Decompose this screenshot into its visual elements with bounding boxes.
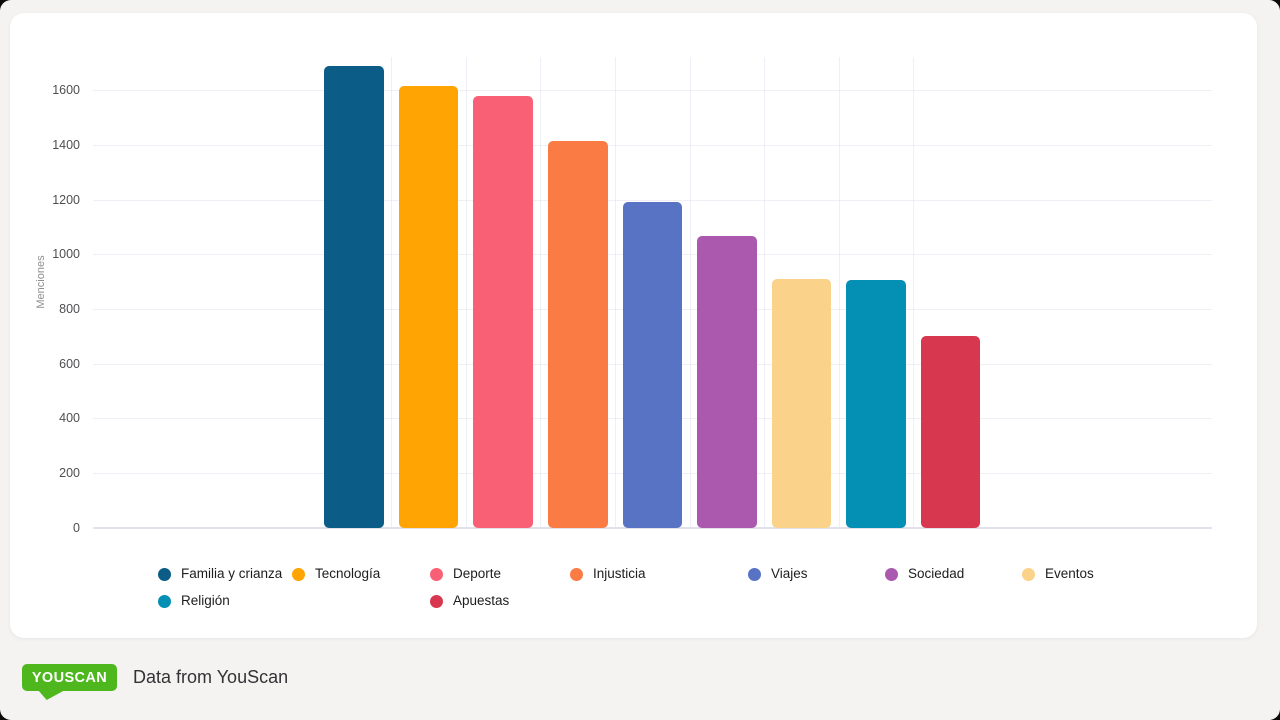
legend-label-religion: Religión: [181, 593, 230, 608]
bar-deporte[interactable]: [473, 95, 533, 528]
bar-familia-y-crianza[interactable]: [324, 65, 384, 528]
gridline-1600: [93, 90, 1212, 92]
y-axis-title: Menciones: [35, 255, 47, 309]
bar-eventos[interactable]: [771, 278, 832, 528]
y-tick-1600: 1600: [52, 83, 80, 98]
category-divider: [913, 57, 915, 528]
legend-dot-deporte-icon: [430, 567, 443, 581]
legend-label-familia-y-crianza: Familia y crianza: [181, 566, 283, 581]
gridline-1400: [93, 144, 1212, 146]
category-divider: [838, 57, 840, 528]
legend-item-deporte[interactable]: Deporte: [430, 566, 501, 582]
category-divider: [391, 57, 393, 528]
category-divider: [540, 57, 542, 528]
legend-item-tecnologia[interactable]: Tecnología: [292, 566, 380, 582]
youscan-logo-tail-icon: [38, 690, 65, 700]
bar-sociedad[interactable]: [697, 235, 757, 528]
legend-dot-familia-y-crianza-icon: [158, 567, 171, 581]
legend-dot-eventos-icon: [1022, 567, 1035, 581]
legend-label-eventos: Eventos: [1045, 566, 1094, 581]
legend-item-apuestas[interactable]: Apuestas: [430, 593, 509, 609]
legend-dot-religion-icon: [158, 594, 171, 608]
legend-dot-injusticia-icon: [570, 567, 583, 581]
legend-label-injusticia: Injusticia: [593, 566, 646, 581]
gridline-1200: [93, 199, 1212, 201]
legend-label-viajes: Viajes: [771, 566, 808, 581]
legend-label-deporte: Deporte: [453, 566, 502, 581]
y-tick-0: 0: [73, 520, 80, 535]
legend-item-religion[interactable]: Religión: [158, 593, 230, 609]
legend-item-sociedad[interactable]: Sociedad: [885, 566, 964, 582]
legend-label-sociedad: Sociedad: [908, 566, 965, 581]
bar-viajes[interactable]: [622, 202, 683, 528]
legend-dot-sociedad-icon: [885, 567, 898, 581]
y-tick-400: 400: [59, 411, 80, 426]
y-tick-1400: 1400: [52, 137, 80, 152]
legend-label-apuestas: Apuestas: [453, 593, 510, 608]
bar-apuestas[interactable]: [920, 336, 981, 528]
y-tick-600: 600: [59, 356, 80, 371]
bar-tecnologia[interactable]: [398, 86, 459, 528]
legend-item-viajes[interactable]: Viajes: [748, 566, 808, 582]
bar-injusticia[interactable]: [548, 140, 608, 528]
y-tick-800: 800: [59, 301, 80, 316]
legend-dot-viajes-icon: [748, 567, 761, 581]
legend-item-eventos[interactable]: Eventos: [1022, 566, 1094, 582]
youscan-logo-text: YOUSCAN: [31, 669, 108, 686]
category-divider: [764, 57, 766, 528]
y-tick-1200: 1200: [52, 192, 80, 207]
legend-item-familia-y-crianza[interactable]: Familia y crianza: [158, 566, 282, 582]
y-tick-1000: 1000: [52, 247, 80, 262]
legend-item-injusticia[interactable]: Injusticia: [570, 566, 646, 582]
category-divider: [615, 57, 617, 528]
footer-caption: Data from YouScan: [133, 667, 289, 687]
youscan-logo[interactable]: YOUSCAN: [22, 664, 117, 691]
legend-dot-tecnologia-icon: [292, 567, 305, 581]
y-tick-200: 200: [59, 466, 80, 480]
category-divider: [465, 57, 467, 528]
legend-label-tecnologia: Tecnología: [315, 566, 381, 581]
x-axis-baseline: [93, 526, 1212, 529]
category-divider: [689, 57, 691, 528]
bar-religion[interactable]: [846, 280, 906, 528]
legend-dot-apuestas-icon: [430, 594, 443, 608]
